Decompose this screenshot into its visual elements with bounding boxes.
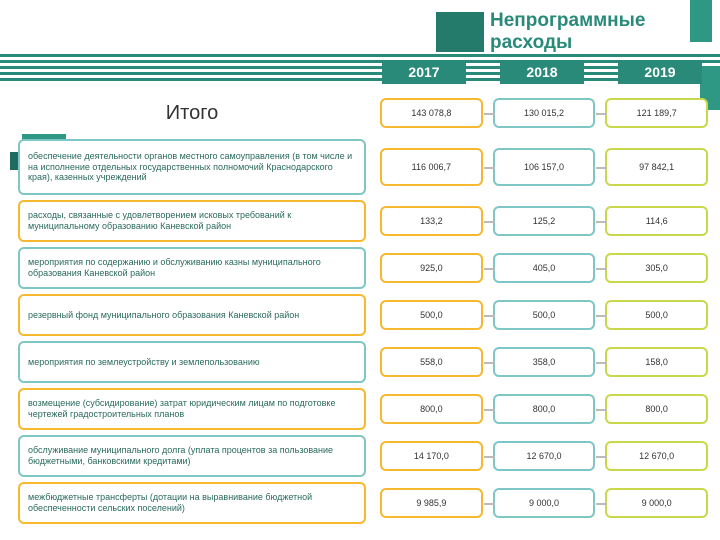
connector [484, 167, 495, 169]
table-row: мероприятия по содержанию и обслуживанию… [18, 247, 708, 289]
table-row: Итого 143 078,8 130 015,2 121 189,7 [18, 92, 708, 134]
connector [484, 362, 495, 364]
value-cell: 133,2 [380, 206, 483, 236]
value-cell: 97 842,1 [605, 148, 708, 186]
row-cells: 9 985,9 9 000,0 9 000,0 [380, 482, 708, 524]
value-cell: 106 157,0 [493, 148, 596, 186]
row-cells: 14 170,0 12 670,0 12 670,0 [380, 435, 708, 477]
row-cells: 925,0 405,0 305,0 [380, 247, 708, 289]
connector [596, 362, 607, 364]
value-cell: 116 006,7 [380, 148, 483, 186]
table-row: обслуживание муниципального долга (уплат… [18, 435, 708, 477]
row-label: расходы, связанные с удовлетворением иск… [18, 200, 366, 242]
connector [596, 456, 607, 458]
page-title: Непрограммные расходы [490, 10, 645, 54]
value-cell: 9 000,0 [605, 488, 708, 518]
value-cell: 125,2 [493, 206, 596, 236]
value-cell: 800,0 [605, 394, 708, 424]
table-row: межбюджетные трансферты (дотации на выра… [18, 482, 708, 524]
total-label: Итого [18, 92, 366, 134]
connector [596, 315, 607, 317]
value-cell: 14 170,0 [380, 441, 483, 471]
value-cell: 358,0 [493, 347, 596, 377]
value-cell: 9 985,9 [380, 488, 483, 518]
deco-rect [690, 0, 712, 42]
row-cells: 143 078,8 130 015,2 121 189,7 [380, 92, 708, 134]
connector [596, 503, 607, 505]
row-cells: 116 006,7 106 157,097 842,1 [380, 139, 708, 195]
table-row: расходы, связанные с удовлетворением иск… [18, 200, 708, 242]
row-cells: 133,2 125,2 114,6 [380, 200, 708, 242]
row-label: обслуживание муниципального долга (уплат… [18, 435, 366, 477]
row-label: мероприятия по землеустройству и землепо… [18, 341, 366, 383]
data-rows: Итого 143 078,8 130 015,2 121 189,7 обеспече… [18, 92, 708, 529]
connector [484, 503, 495, 505]
table-row: резервный фонд муниципального образовани… [18, 294, 708, 336]
connector [596, 113, 607, 115]
table-row: возмещение (субсидирование) затрат юриди… [18, 388, 708, 430]
value-cell: 9 000,0 [493, 488, 596, 518]
connector [596, 409, 607, 411]
row-label: возмещение (субсидирование) затрат юриди… [18, 388, 366, 430]
row-cells: 558,0 358,0 158,0 [380, 341, 708, 383]
value-cell: 800,0 [380, 394, 483, 424]
connector [596, 268, 607, 270]
table-row: обеспечение деятельности органов местног… [18, 139, 708, 195]
title-line1: Непрограммные [490, 10, 645, 31]
value-cell: 500,0 [493, 300, 596, 330]
row-label: межбюджетные трансферты (дотации на выра… [18, 482, 366, 524]
row-cells: 500,0 500,0 500,0 [380, 294, 708, 336]
value-cell: 12 670,0 [493, 441, 596, 471]
value-cell: 130 015,2 [493, 98, 596, 128]
row-label: мероприятия по содержанию и обслуживанию… [18, 247, 366, 289]
value-cell: 121 189,7 [605, 98, 708, 128]
connector [484, 113, 495, 115]
value-cell: 500,0 [605, 300, 708, 330]
row-label: резервный фонд муниципального образовани… [18, 294, 366, 336]
value-cell: 143 078,8 [380, 98, 483, 128]
connector [484, 456, 495, 458]
connector [596, 221, 607, 223]
value-cell: 158,0 [605, 347, 708, 377]
connector [484, 268, 495, 270]
row-cells: 800,0 800,0 800,0 [380, 388, 708, 430]
value-cell: 114,6 [605, 206, 708, 236]
value-cell: 305,0 [605, 253, 708, 283]
table-row: мероприятия по землеустройству и землепо… [18, 341, 708, 383]
year-2017: 2017 [382, 60, 466, 84]
value-cell: 558,0 [380, 347, 483, 377]
value-cell: 800,0 [493, 394, 596, 424]
title-line2: расходы [490, 32, 572, 53]
connector [596, 167, 607, 169]
value-cell: 12 670,0 [605, 441, 708, 471]
connector [484, 409, 495, 411]
connector [484, 221, 495, 223]
year-headers: 2017 2018 2019 [382, 60, 702, 84]
value-cell: 405,0 [493, 253, 596, 283]
value-cell: 925,0 [380, 253, 483, 283]
year-2019: 2019 [618, 60, 702, 84]
row-label: обеспечение деятельности органов местног… [18, 139, 366, 195]
connector [484, 315, 495, 317]
deco-rect [436, 12, 484, 52]
value-cell: 500,0 [380, 300, 483, 330]
year-2018: 2018 [500, 60, 584, 84]
